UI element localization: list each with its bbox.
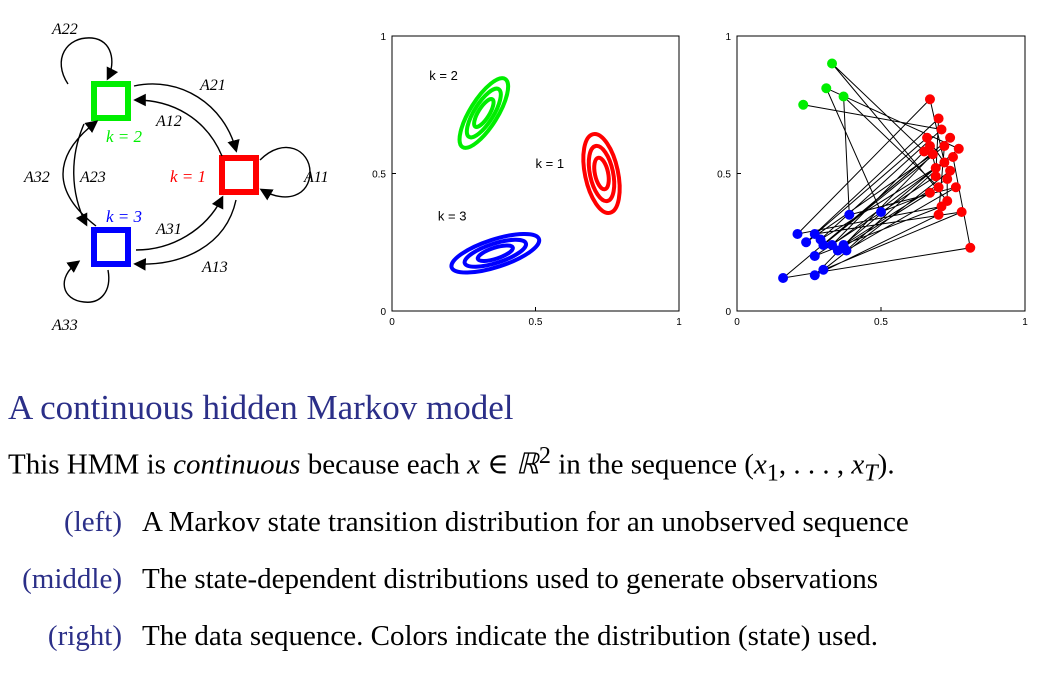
scatter-axes-frame xyxy=(736,35,1026,312)
scatter-x-tick-label: 0.5 xyxy=(874,317,888,328)
contour-ellipse-1-1 xyxy=(586,143,617,204)
scatter-y-tick-label: 1 xyxy=(725,32,731,43)
contour-y-tick-label: 1 xyxy=(380,32,386,43)
contour-ellipse-2-1 xyxy=(462,237,529,269)
contour-x-tick-label: 0.5 xyxy=(529,317,543,328)
hmm-figure: A22 A21 A12 A11 A32 A23 A31 A13 A33 k = … xyxy=(23,21,1028,334)
sequence-point-k1 xyxy=(924,141,935,151)
sequence-point-k1 xyxy=(933,209,944,220)
sequence-point-k1 xyxy=(956,207,967,217)
sequence-point-k3 xyxy=(818,264,829,275)
sequence-point-k3 xyxy=(801,237,812,248)
self-loop-k1 xyxy=(259,146,311,201)
sequence-point-k3 xyxy=(841,245,852,256)
sequence-point-k1 xyxy=(945,165,956,176)
sequence-point-k3 xyxy=(832,245,843,256)
list-item-desc: The state-dependent distributions used t… xyxy=(142,563,879,595)
contour-plot: 0 0.5 1 0 0.5 1 k = 2 k = 1 k = 3 xyxy=(372,32,682,328)
contour-x-tick-label: 0 xyxy=(389,317,395,328)
sequence-point-k1 xyxy=(953,143,964,154)
scatter-x-tick-label: 1 xyxy=(1022,317,1028,328)
state-box-k1 xyxy=(219,155,259,195)
label-a13: A13 xyxy=(201,259,228,276)
state-transition-diagram: A22 A21 A12 A11 A32 A23 A31 A13 A33 k = … xyxy=(23,21,329,334)
sequence-point-k1 xyxy=(939,141,950,151)
label-a32: A32 xyxy=(23,169,50,186)
sequence-point-k3 xyxy=(876,207,886,217)
sequence-point-k1 xyxy=(942,196,953,206)
contour-ellipse-0-1 xyxy=(464,86,503,140)
label-a22: A22 xyxy=(51,21,78,38)
contour-cluster-label: k = 1 xyxy=(536,156,565,171)
label-a21: A21 xyxy=(199,77,226,94)
arrow-a21 xyxy=(133,83,240,153)
sequence-point-k1 xyxy=(924,187,935,198)
state-label-k2: k = 2 xyxy=(106,127,143,146)
contour-cluster-label: k = 2 xyxy=(429,68,458,83)
arrow-a12 xyxy=(133,93,223,157)
sequence-point-k3 xyxy=(792,229,803,239)
label-a31: A31 xyxy=(155,221,182,238)
sequence-point-k1 xyxy=(948,152,958,162)
contour-ellipse-2-0 xyxy=(449,231,542,275)
sequence-point-k1 xyxy=(922,132,933,143)
page-title: A continuous hidden Markov model xyxy=(8,388,514,427)
sequence-point-k1 xyxy=(933,182,944,193)
list-item-desc: The data sequence. Colors indicate the d… xyxy=(142,620,879,652)
sequence-point-k1 xyxy=(965,242,976,253)
list-item-tag: (left) xyxy=(64,506,122,538)
state-label-k1: k = 1 xyxy=(170,167,206,186)
sequence-path xyxy=(781,63,971,279)
sequence-point-k1 xyxy=(945,132,956,143)
sequence-point-k1 xyxy=(936,124,947,135)
sequence-point-k2 xyxy=(798,99,809,110)
contour-ellipse-2-2 xyxy=(475,243,515,263)
sequence-point-k1 xyxy=(939,157,950,168)
sequence-point-k1 xyxy=(930,163,941,173)
self-loop-k3 xyxy=(63,260,110,303)
arrow-a23 xyxy=(73,123,88,227)
list-item-tag: (middle) xyxy=(22,563,122,595)
arrow-a31 xyxy=(135,195,224,251)
sequence-point-k3 xyxy=(844,209,855,220)
arrow-a13 xyxy=(133,199,237,271)
list-item-desc: A Markov state transition distribution f… xyxy=(142,506,909,538)
sequence-point-k1 xyxy=(930,171,941,182)
contour-x-tick-label: 1 xyxy=(676,317,682,328)
label-a11: A11 xyxy=(303,169,329,186)
list-item-tag: (right) xyxy=(47,620,122,652)
sequence-point-k2 xyxy=(838,91,849,102)
contour-y-tick-label: 0.5 xyxy=(372,170,386,181)
intro-sentence: This HMM is continuous because each x ∈ … xyxy=(8,442,895,487)
contour-cluster-label: k = 3 xyxy=(438,208,467,223)
contour-ellipse-1-0 xyxy=(581,132,622,215)
contour-y-tick-label: 0 xyxy=(380,307,386,318)
contour-ellipse-0-2 xyxy=(472,97,496,129)
sequence-point-k3 xyxy=(809,251,820,261)
state-box-k2 xyxy=(91,81,131,121)
sequence-point-k1 xyxy=(942,174,953,184)
scatter-y-tick-label: 0 xyxy=(725,307,731,318)
scatter-y-tick-label: 0.5 xyxy=(717,170,731,181)
sequence-scatter-plot: 0 0.5 1 0 0.5 1 xyxy=(717,32,1028,328)
label-a33: A33 xyxy=(51,317,78,334)
sequence-point-k1 xyxy=(927,149,938,160)
sequence-point-k1 xyxy=(933,113,944,124)
label-a12: A12 xyxy=(155,113,182,130)
label-a23: A23 xyxy=(79,169,106,186)
contour-ellipse-1-2 xyxy=(592,155,611,192)
sequence-point-k3 xyxy=(809,270,820,281)
sequence-point-k3 xyxy=(778,273,789,283)
scatter-x-tick-label: 0 xyxy=(734,317,740,328)
sequence-point-k2 xyxy=(827,58,838,69)
sequence-point-k3 xyxy=(815,234,826,245)
state-label-k3: k = 3 xyxy=(106,207,142,226)
state-box-k3 xyxy=(91,227,131,267)
sequence-point-k1 xyxy=(924,94,935,105)
sequence-point-k2 xyxy=(821,83,832,94)
sequence-point-k1 xyxy=(950,182,961,193)
self-loop-k2 xyxy=(60,37,119,85)
contour-ellipse-0-0 xyxy=(457,76,511,150)
